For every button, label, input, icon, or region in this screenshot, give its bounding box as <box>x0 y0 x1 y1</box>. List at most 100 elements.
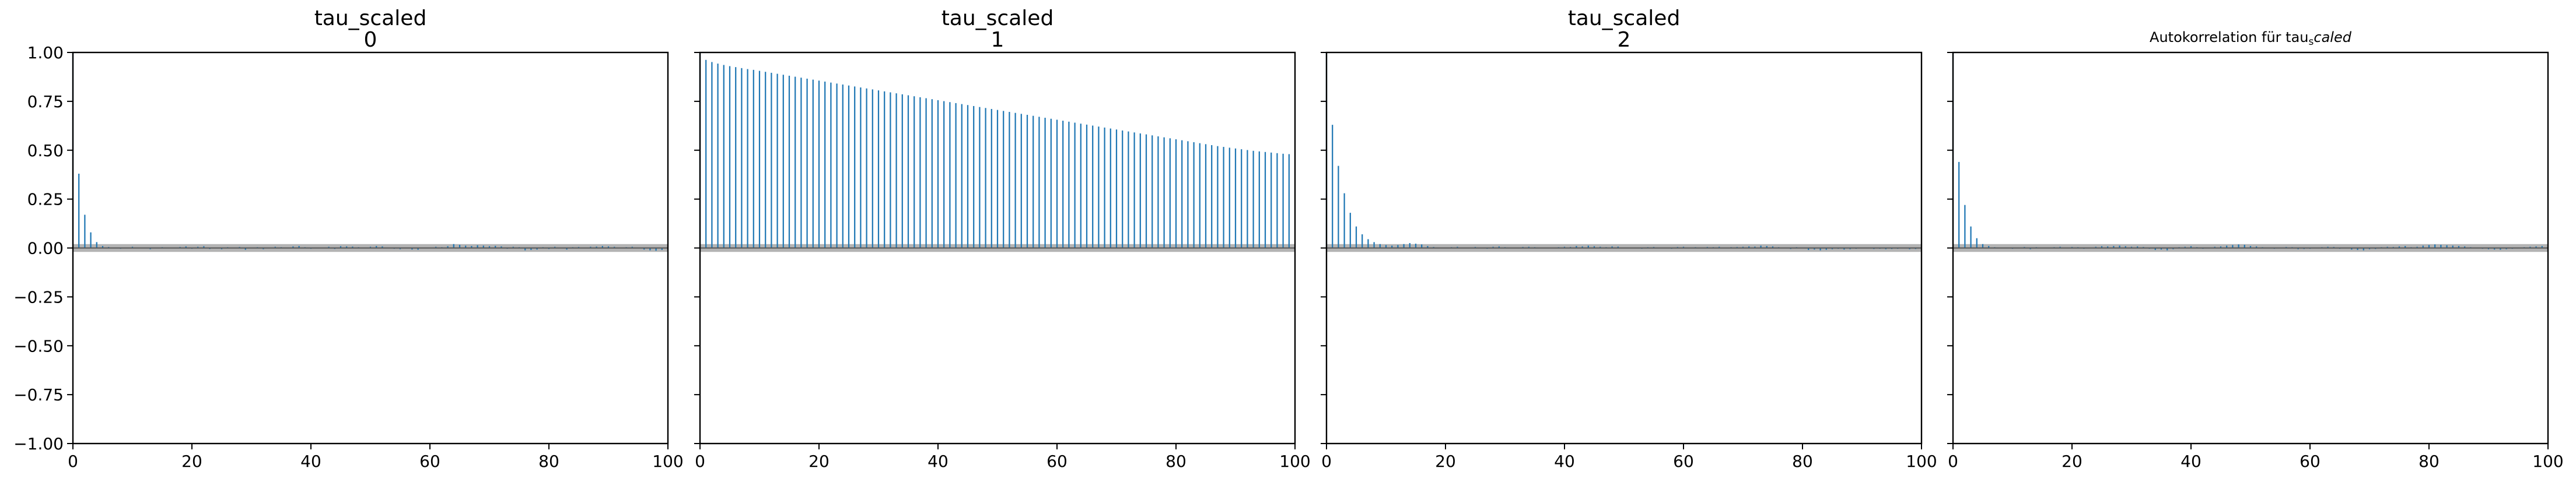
acf-bar <box>741 68 743 248</box>
acf-bar <box>488 246 491 248</box>
acf-bar <box>872 89 873 248</box>
acf-bar <box>1282 153 1284 248</box>
acf-bar <box>1421 244 1423 248</box>
acf-panel-2: tau_scaled 2 0 20 40 60 80 100 <box>1321 6 1937 471</box>
acf-bar <box>2220 246 2222 248</box>
acf-bar <box>776 73 778 248</box>
x-tick-label: 0 <box>1948 452 1958 471</box>
acf-bar <box>1217 146 1219 248</box>
acf-bar <box>705 59 707 248</box>
acf-bar <box>340 246 342 248</box>
acf-bar <box>2249 246 2252 248</box>
panel-1-title-line1: tau_scaled <box>942 6 1054 30</box>
acf-bar <box>985 108 986 248</box>
acf-bar <box>2130 247 2133 248</box>
acf-bar <box>376 246 377 248</box>
acf-bar <box>2119 245 2120 248</box>
acf-bar <box>1415 244 1417 248</box>
acf-bar <box>961 104 963 248</box>
acf-bar <box>2029 248 2031 249</box>
acf-bar <box>1068 121 1070 248</box>
acf-bar <box>848 85 850 248</box>
acf-bar <box>2166 248 2168 251</box>
acf-bar <box>411 248 413 250</box>
acf-bar <box>2214 247 2216 248</box>
acf-bar <box>352 247 354 248</box>
acf-bar <box>2487 248 2490 249</box>
acf-bar <box>1964 205 1966 248</box>
acf-bar <box>2059 247 2061 248</box>
acf-bar <box>996 110 999 248</box>
acf-bar <box>943 101 945 248</box>
acf-bar <box>554 247 556 248</box>
acf-bar <box>1157 136 1159 248</box>
x-tick-label: 20 <box>181 452 202 471</box>
acf-bar <box>2494 248 2496 250</box>
acf-bar <box>1092 125 1094 248</box>
acf-bar <box>566 248 568 250</box>
acf-bar <box>1958 161 1960 248</box>
acf-bar <box>1104 127 1105 248</box>
acf-bar <box>643 248 645 250</box>
acf-bar <box>884 91 886 248</box>
acf-bar <box>1169 138 1171 248</box>
acf-bar <box>1258 151 1260 248</box>
acf-bar <box>1528 247 1530 248</box>
acf-bar <box>590 247 592 248</box>
acf-bar <box>1970 226 1972 248</box>
acf-bar <box>901 94 903 248</box>
acf-bar <box>765 72 766 248</box>
acf-panel-1: tau_scaled 1 0 20 40 60 80 100 <box>694 6 1311 471</box>
acf-bar <box>530 248 532 250</box>
acf-bar <box>949 102 951 248</box>
acf-bar <box>907 95 909 248</box>
x-tick-label: 100 <box>2532 452 2563 471</box>
acf-bar <box>1397 245 1399 248</box>
acf-bar <box>1808 248 1810 250</box>
acf-bar <box>2101 246 2103 248</box>
acf-bar <box>614 247 615 248</box>
y-tick-label: 0.75 <box>27 92 64 111</box>
acf-bar <box>2095 247 2096 248</box>
acf-bar <box>717 64 719 248</box>
acf-bar <box>601 246 603 248</box>
acf-bar <box>655 248 657 251</box>
acf-bar <box>524 248 526 251</box>
acf-bar <box>2226 245 2228 248</box>
acf-bar <box>1044 118 1046 248</box>
acf-bar <box>262 248 264 249</box>
acf-bar <box>1814 248 1815 250</box>
acf-bar <box>84 214 86 248</box>
acf-bar <box>536 248 538 250</box>
y-tick-label: −1.00 <box>13 434 64 453</box>
acf-bar <box>1276 153 1278 248</box>
acf-bar <box>895 93 897 248</box>
acf-bar <box>1163 137 1165 248</box>
acf-bar <box>417 248 419 250</box>
acf-bar <box>274 247 276 248</box>
acf-bar <box>914 96 915 248</box>
acf-bar <box>482 245 484 248</box>
acf-bar <box>465 245 467 248</box>
acf-bar <box>1457 247 1458 248</box>
acf-bar <box>1181 140 1183 248</box>
acf-bar <box>2154 248 2156 250</box>
acf-bar <box>197 247 199 248</box>
acf-bar <box>2416 247 2418 248</box>
x-tick-label: 60 <box>419 452 440 471</box>
acf-bar <box>1062 121 1064 248</box>
acf-bar <box>661 248 663 250</box>
acf-bar <box>512 247 514 248</box>
acf-bar <box>1885 248 1887 249</box>
acf-bar <box>1128 131 1129 248</box>
x-tick-label: 40 <box>300 452 321 471</box>
acf-bar <box>149 248 151 249</box>
acf-bar <box>967 105 969 248</box>
acf-bar <box>631 247 633 248</box>
acf-bar <box>1843 248 1845 250</box>
acf-bar <box>1234 148 1237 248</box>
acf-bar <box>1718 247 1720 248</box>
acf-bar <box>735 67 737 248</box>
acf-bar <box>1020 114 1022 248</box>
acf-bar <box>1748 246 1750 248</box>
